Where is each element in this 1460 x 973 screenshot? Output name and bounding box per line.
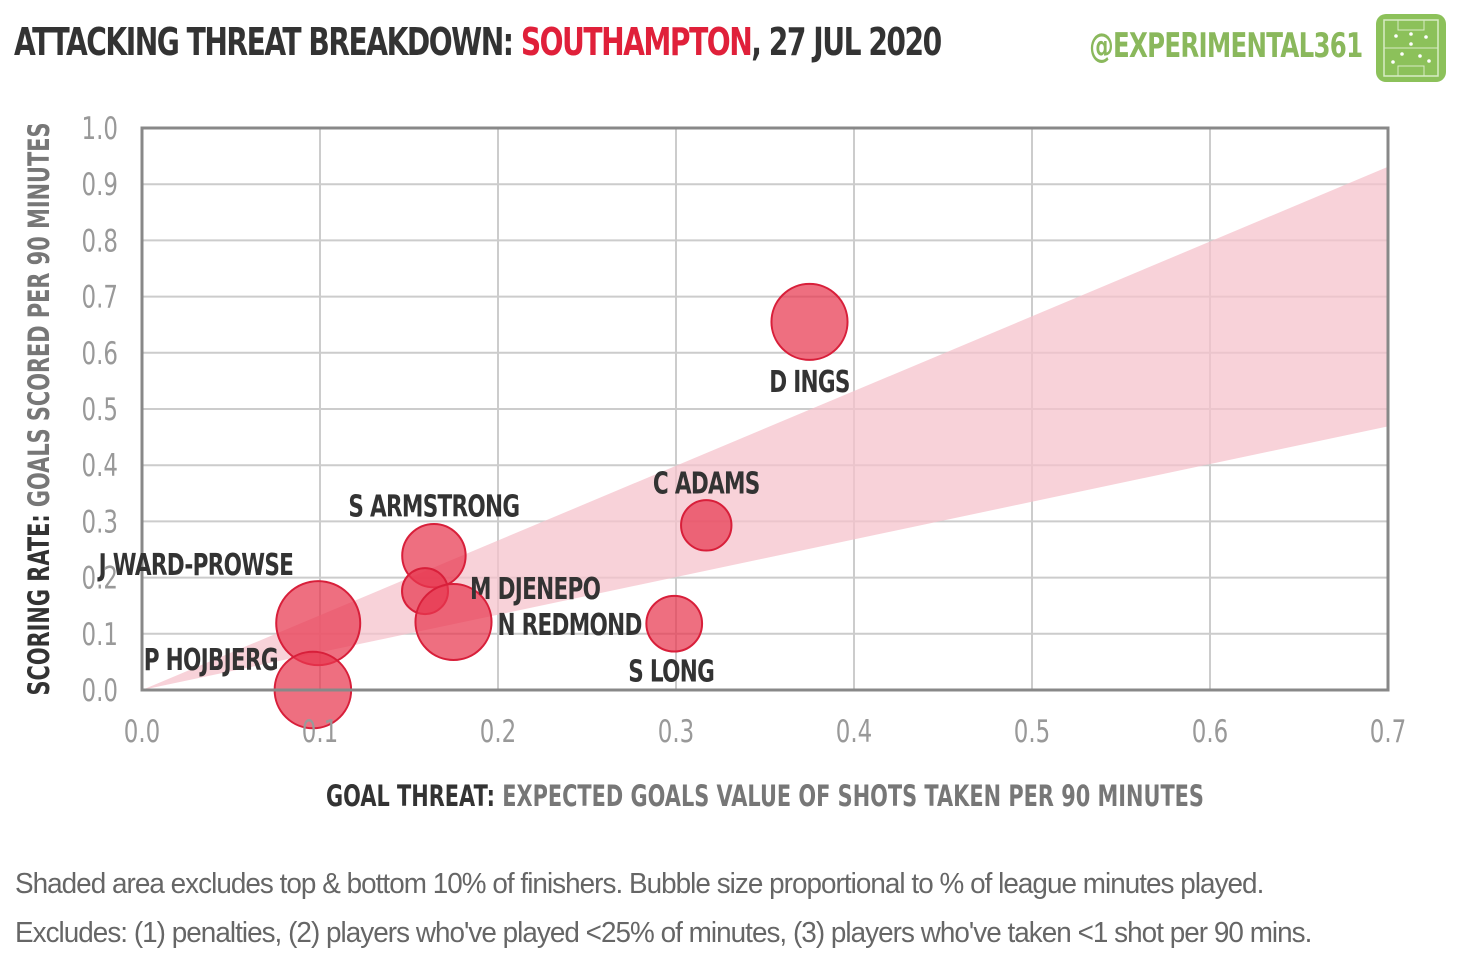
bubbles xyxy=(273,282,849,730)
y-axis-label-bold: SCORING RATE: xyxy=(23,514,56,695)
label-s-long: S LONG xyxy=(628,655,714,689)
label-m-djenepo: M DJENEPO xyxy=(470,573,600,607)
x-tick-label-6: 0.6 xyxy=(1192,715,1228,750)
x-tick-label-3: 0.3 xyxy=(658,715,694,750)
finishing-band xyxy=(142,166,1388,690)
label-c-adams: C ADAMS xyxy=(653,467,760,501)
x-tick-label-4: 0.4 xyxy=(836,715,872,750)
bubble-n-redmond xyxy=(414,582,493,662)
footnote-2: Excludes: (1) penalties, (2) players who… xyxy=(15,917,1312,949)
y-tick-label-5: 0.5 xyxy=(82,393,118,428)
bubble-d-ings xyxy=(770,282,849,361)
y-axis-label: SCORING RATE: GOALS SCORED PER 90 MINUTES xyxy=(23,122,56,695)
y-tick-label-8: 0.8 xyxy=(82,224,118,259)
plot-frame xyxy=(140,126,1390,692)
x-tick-label-7: 0.7 xyxy=(1370,715,1406,750)
y-tick-label-0: 0.0 xyxy=(82,674,118,709)
y-tick-label-3: 0.3 xyxy=(82,505,118,540)
label-d-ings: D INGS xyxy=(769,365,849,399)
twitter-handle: @EXPERIMENTAL361 xyxy=(1088,26,1363,66)
bubble-s-long xyxy=(645,594,704,653)
x-tick-label-1: 0.1 xyxy=(302,715,338,750)
chart-title: ATTACKING THREAT BREAKDOWN: SOUTHAMPTON,… xyxy=(14,20,942,64)
x-tick-labels: 0.0 0.1 0.2 0.3 0.4 0.5 0.6 0.7 xyxy=(124,715,1406,750)
title-date: , 27 JUL 2020 xyxy=(751,20,942,64)
label-n-redmond: N REDMOND xyxy=(498,609,642,643)
label-s-armstrong: S ARMSTRONG xyxy=(348,490,519,524)
y-tick-label-2: 0.2 xyxy=(82,561,118,596)
y-tick-label-1: 0.1 xyxy=(82,618,118,653)
x-tick-label-2: 0.2 xyxy=(480,715,516,750)
y-axis-label-rest: GOALS SCORED PER 90 MINUTES xyxy=(23,122,56,507)
label-j-ward-prowse: J WARD-PROWSE xyxy=(97,549,293,583)
x-tick-label-5: 0.5 xyxy=(1014,715,1050,750)
pitch-logo-icon xyxy=(1376,14,1446,82)
label-p-hojbjerg: P HOJBJERG xyxy=(144,644,278,678)
y-tick-labels: 0.0 0.1 0.2 0.3 0.4 0.5 0.6 0.7 0.8 0.9 1.0 xyxy=(82,112,118,709)
y-tick-label-10: 1.0 xyxy=(82,112,118,147)
y-tick-label-6: 0.6 xyxy=(82,337,118,372)
title-team: SOUTHAMPTON xyxy=(520,20,753,64)
title-prefix: ATTACKING THREAT BREAKDOWN: xyxy=(14,20,514,64)
y-tick-label-4: 0.4 xyxy=(82,449,118,484)
y-tick-label-9: 0.9 xyxy=(82,168,118,203)
bubble-c-adams xyxy=(680,499,733,552)
y-tick-label-7: 0.7 xyxy=(82,280,118,315)
x-tick-label-0: 0.0 xyxy=(124,715,160,750)
x-axis-label-rest: EXPECTED GOALS VALUE OF SHOTS TAKEN PER … xyxy=(502,780,1204,813)
x-axis-label-bold: GOAL THREAT: xyxy=(326,780,495,813)
footnote-1: Shaded area excludes top & bottom 10% of… xyxy=(15,868,1264,900)
x-axis-label: GOAL THREAT: EXPECTED GOALS VALUE OF SHOT… xyxy=(326,780,1204,813)
